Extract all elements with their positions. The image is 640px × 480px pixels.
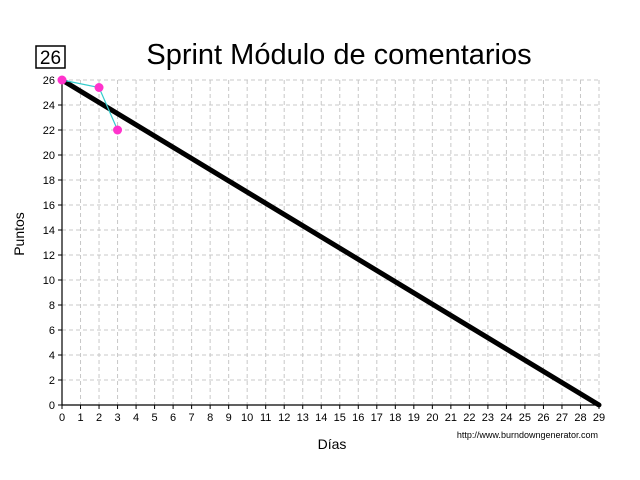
x-tick-label: 19 (408, 412, 420, 424)
x-tick-label: 5 (152, 412, 158, 424)
x-tick-label: 0 (59, 412, 65, 424)
x-tick-label: 1 (77, 412, 83, 424)
x-tick-label: 21 (445, 412, 457, 424)
x-tick-label: 14 (315, 412, 327, 424)
y-tick-label: 20 (43, 150, 55, 162)
actual-point (57, 75, 67, 85)
x-tick-label: 20 (426, 412, 438, 424)
y-tick-label: 4 (49, 350, 55, 362)
axes (61, 80, 599, 406)
y-tick-label: 24 (43, 100, 55, 112)
ideal-line (59, 77, 602, 408)
x-tick-label: 9 (226, 412, 232, 424)
y-tick-label: 16 (43, 200, 55, 212)
actual-point (113, 125, 123, 135)
x-tick-label: 2 (96, 412, 102, 424)
x-tick-label: 15 (334, 412, 346, 424)
ideal-burndown (59, 77, 602, 408)
y-tick-label: 14 (43, 225, 55, 237)
x-tick-label: 3 (114, 412, 120, 424)
badge-box (35, 45, 66, 69)
x-tick-label: 23 (482, 412, 494, 424)
x-tick-label: 8 (207, 412, 213, 424)
x-tick-label: 27 (556, 412, 568, 424)
badge-value: 26 (40, 48, 61, 69)
x-tick-label: 12 (278, 412, 290, 424)
x-tick-label: 22 (463, 412, 475, 424)
x-tick-label: 24 (500, 412, 512, 424)
y-tick-label: 18 (43, 175, 55, 187)
y-tick-label: 10 (43, 275, 55, 287)
x-tick-label: 28 (574, 412, 586, 424)
x-axis-label: Días (318, 436, 347, 452)
x-tick-label: 16 (352, 412, 364, 424)
x-tick-label: 13 (297, 412, 309, 424)
actual-burndown (57, 75, 123, 135)
x-tick-label: 17 (371, 412, 383, 424)
chart-title: Sprint Módulo de comentarios (146, 39, 531, 71)
total-points-badge: 26 (35, 45, 66, 69)
y-axis-label: Puntos (11, 212, 27, 256)
x-tick-label: 26 (537, 412, 549, 424)
x-tick-label: 4 (133, 412, 139, 424)
x-tick-label: 18 (389, 412, 401, 424)
x-tick-label: 6 (170, 412, 176, 424)
x-tick-label: 11 (260, 412, 271, 424)
y-tick-label: 26 (43, 75, 55, 87)
actual-point (94, 83, 104, 92)
y-tick-label: 0 (49, 400, 55, 412)
y-tick-label: 12 (43, 250, 55, 262)
y-tick-label: 22 (43, 125, 55, 137)
x-tick-label: 29 (593, 412, 605, 424)
x-tick-label: 25 (519, 412, 531, 424)
y-tick-label: 2 (49, 375, 55, 387)
y-tick-label: 6 (49, 325, 55, 337)
x-tick-label: 7 (189, 412, 195, 424)
credit-text: http://www.burndowngenerator.com (457, 430, 598, 440)
x-tick-label: 10 (241, 412, 253, 424)
y-tick-label: 8 (49, 300, 55, 312)
grid (62, 79, 600, 405)
x-axis-ticks: 0 1 2 3 4 5 6 7 8 9 10 11 12 13 14 15 16 17 18 19 20 21 22 23 24… (59, 405, 605, 424)
